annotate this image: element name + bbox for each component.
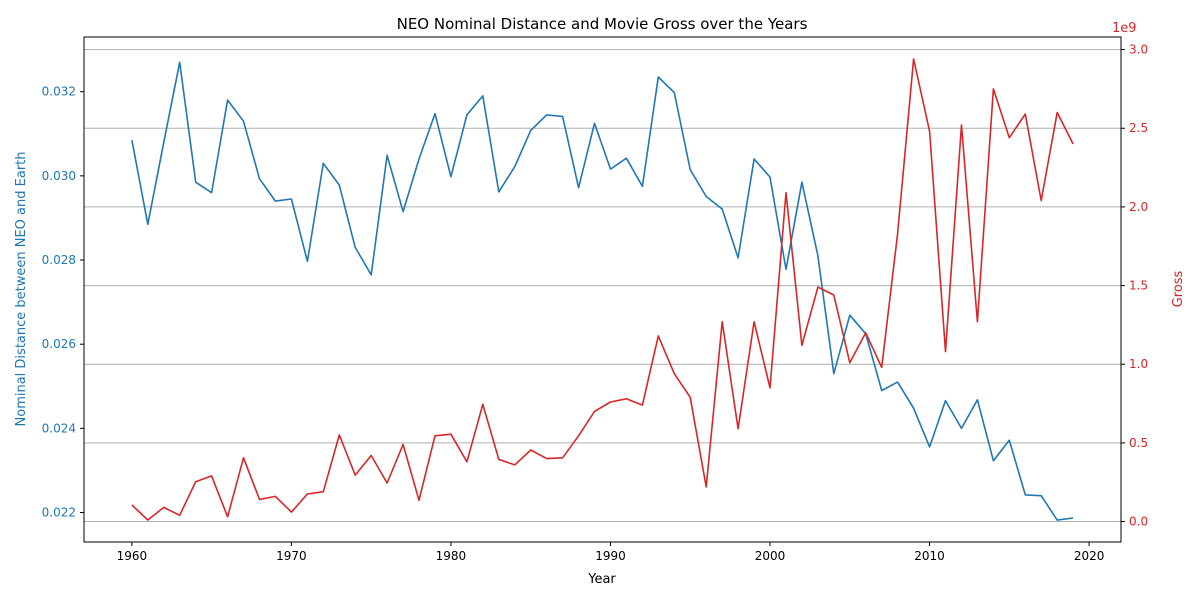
series-lines [131,58,1074,521]
plot-frame [83,36,1122,543]
right-y-tick-label: 1.0 [1129,357,1148,371]
right-y-tick-label: 2.0 [1129,200,1148,214]
x-tick-label: 1970 [276,549,307,563]
x-axis-ticks: 1960 1970 1980 1990 2000 2010 2020 [117,542,1105,563]
left-y-tick-label: 0.030 [42,169,76,183]
right-y-axis-label: Gross [1171,270,1186,307]
x-tick-label: 2000 [755,549,786,563]
left-y-tick-label: 0.022 [42,506,76,520]
right-axis-offset-label: 1e9 [1112,21,1137,36]
right-y-axis-ticks: 0.0 0.5 1.0 1.5 2.0 2.5 3.0 [1121,43,1148,529]
x-axis-label: Year [587,572,616,587]
x-tick-label: 1980 [436,549,467,563]
left-y-axis-label: Nominal Distance between NEO and Earth [14,152,29,427]
left-y-tick-label: 0.024 [42,421,76,435]
left-y-tick-label: 0.026 [42,337,76,351]
left-y-tick-label: 0.032 [42,85,76,99]
right-y-tick-label: 2.5 [1129,121,1148,135]
x-tick-label: 2020 [1074,549,1105,563]
right-y-tick-label: 0.0 [1129,515,1148,529]
left-y-axis-ticks: 0.022 0.024 0.026 0.028 0.030 0.032 [42,85,84,520]
gridlines [84,49,1121,523]
x-tick-label: 1990 [595,549,626,563]
nominal-distance-line [131,61,1074,521]
gross-line [131,58,1074,521]
right-y-tick-label: 3.0 [1129,43,1148,57]
x-tick-label: 2010 [914,549,945,563]
chart-title: NEO Nominal Distance and Movie Gross ove… [397,15,808,33]
x-tick-label: 1960 [117,549,148,563]
right-y-tick-label: 0.5 [1129,436,1148,450]
right-y-tick-label: 1.5 [1129,279,1148,293]
left-y-tick-label: 0.028 [42,253,76,267]
